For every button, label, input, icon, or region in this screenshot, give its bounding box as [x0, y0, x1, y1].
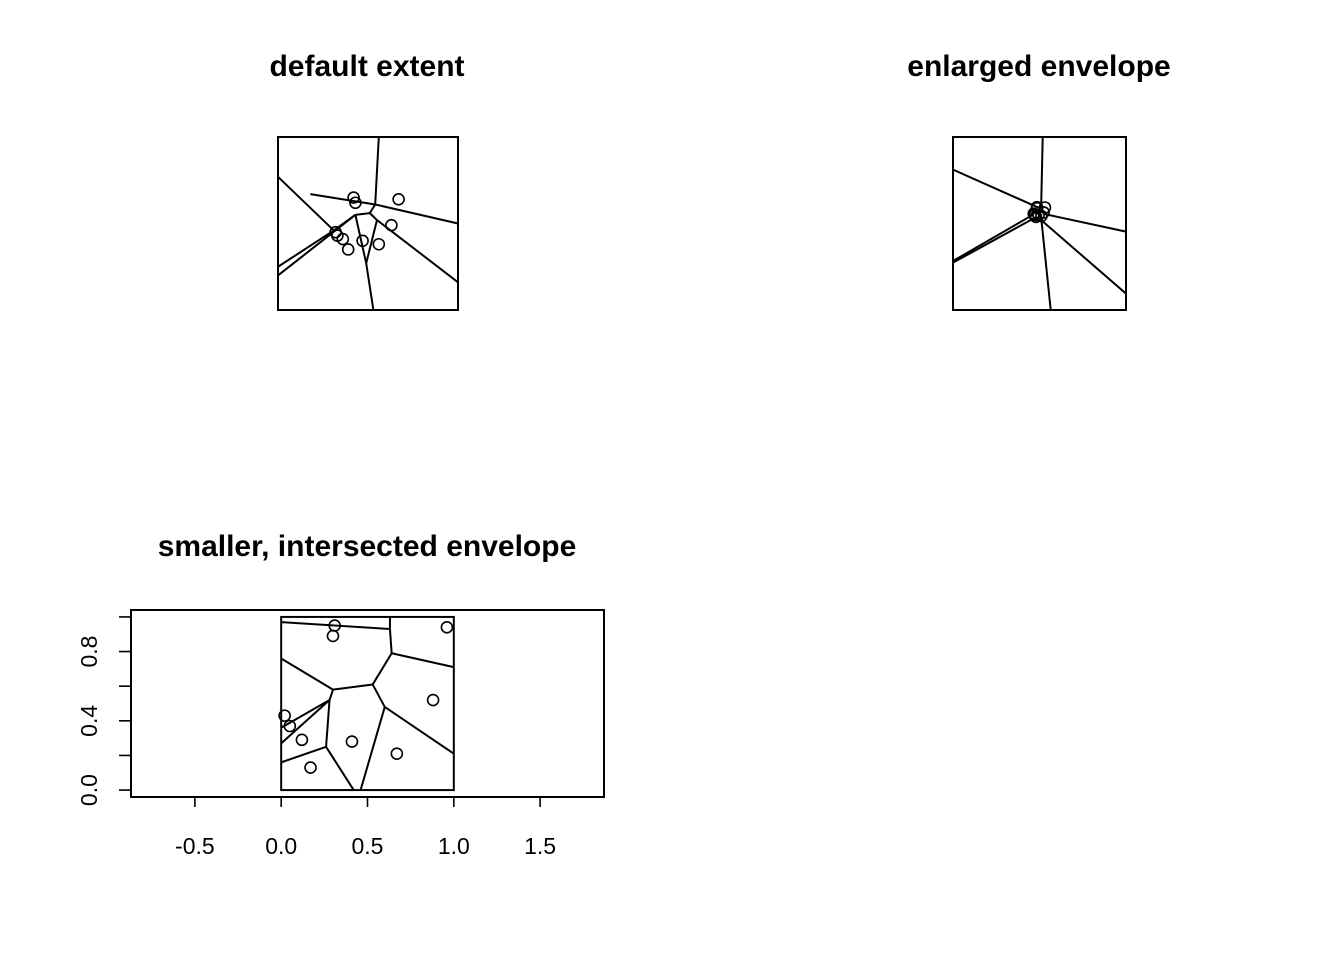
envelope-frame: [277, 136, 459, 311]
data-point: [1038, 201, 1052, 214]
data-point: [278, 709, 291, 722]
voronoi-edge: [1040, 216, 1052, 311]
data-point: [326, 629, 340, 643]
voronoi-edge: [369, 212, 378, 221]
y-tick-label: 0.0: [76, 774, 102, 806]
voronoi-edge: [952, 213, 1034, 262]
data-point: [1037, 206, 1050, 219]
voronoi-edge: [355, 212, 370, 216]
panel-default-extent: default extent: [269, 50, 465, 311]
data-point: [304, 761, 317, 774]
data-point: [345, 735, 359, 748]
data-point: [390, 747, 404, 761]
plot-area: [952, 136, 1127, 311]
y-tick-label: 0.8: [76, 636, 102, 668]
panel-intersected-envelope: smaller, intersected envelope -0.5 0.0 0.5…: [76, 530, 605, 859]
voronoi-edge: [325, 746, 355, 791]
y-tick-label: 0.4: [76, 705, 102, 737]
data-point: [392, 192, 405, 206]
voronoi-edge: [280, 699, 331, 729]
plot-area: [278, 615, 455, 792]
x-tick-label: 0.0: [265, 833, 297, 859]
voronoi-edge: [332, 683, 373, 691]
x-tick-label: 0.5: [352, 833, 384, 859]
voronoi-edge: [368, 203, 377, 214]
voronoi-edge: [391, 652, 455, 669]
y-axis: 0.0 0.4 0.8: [76, 616, 132, 806]
voronoi-edge: [359, 706, 386, 791]
x-axis: -0.5 0.0 0.5 1.0 1.5: [175, 796, 556, 859]
voronoi-edge: [1040, 136, 1044, 209]
data-point: [440, 621, 454, 634]
voronoi-edge: [374, 203, 459, 225]
x-tick-label: -0.5: [175, 833, 215, 859]
data-point: [347, 191, 360, 204]
voronoi-edge: [280, 699, 331, 745]
panel-title: enlarged envelope: [907, 50, 1170, 83]
voronoi-edge: [310, 193, 376, 206]
voronoi-edge: [365, 263, 375, 311]
voronoi-edge: [384, 706, 455, 755]
voronoi-edge: [952, 168, 1042, 210]
data-point: [356, 234, 369, 248]
voronoi-edge: [365, 219, 378, 264]
x-tick-label: 1.5: [524, 833, 556, 859]
voronoi-edge: [371, 652, 393, 685]
voronoi-edge: [388, 628, 393, 654]
voronoi-edge: [1042, 212, 1127, 233]
voronoi-edge: [328, 689, 334, 701]
voronoi-edge: [325, 699, 331, 747]
plot-area: [277, 136, 459, 311]
data-point: [426, 693, 440, 707]
data-point: [341, 243, 355, 256]
data-point: [385, 218, 398, 232]
panel-title: default extent: [269, 50, 464, 83]
voronoi-edge: [374, 136, 380, 205]
data-point: [349, 196, 362, 210]
voronoi-edge: [952, 216, 1037, 264]
data-point: [336, 232, 350, 246]
envelope-frame: [280, 615, 455, 792]
panel-enlarged-envelope: enlarged envelope: [907, 50, 1171, 311]
voronoi-edge: [1038, 217, 1127, 295]
envelope-frame: [952, 136, 1127, 311]
panel-title: smaller, intersected envelope: [158, 530, 577, 563]
voronoi-edge: [277, 229, 335, 268]
voronoi-edge: [354, 214, 368, 264]
data-point: [372, 237, 386, 251]
voronoi-edge: [277, 176, 335, 232]
voronoi-edge: [280, 745, 327, 764]
voronoi-edge: [280, 657, 334, 691]
voronoi-edge: [371, 683, 386, 708]
data-point: [295, 733, 309, 747]
data-point: [283, 719, 297, 733]
voronoi-edge: [277, 214, 357, 277]
voronoi-edge: [281, 621, 391, 631]
x-tick-label: 1.0: [438, 833, 470, 859]
